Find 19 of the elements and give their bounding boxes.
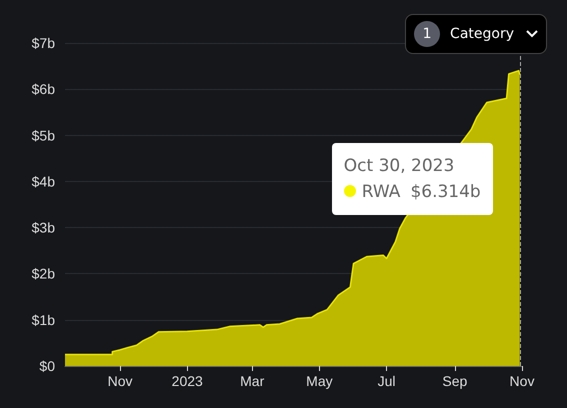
y-tick-label: $6b [32, 81, 56, 98]
x-tick-label: Sep [442, 373, 468, 389]
y-tick-label: $7b [32, 35, 56, 51]
series-label: RWA [362, 182, 400, 202]
category-dropdown: 1 Category [405, 14, 547, 54]
x-tick-label: Mar [240, 373, 265, 389]
x-tick-label: Nov [108, 373, 133, 389]
x-tick-label: 2023 [172, 373, 204, 389]
y-tick-label: $5b [32, 127, 56, 144]
y-tick-label: $2b [32, 266, 56, 282]
y-tick-label: $3b [32, 220, 56, 236]
y-tick-label: $4b [32, 173, 56, 190]
x-tick-label: Nov [510, 373, 534, 389]
annotation: $6.314b [410, 182, 481, 202]
annotation: Oct 30, 2023 [344, 154, 456, 178]
y-tick-label: $0 [39, 358, 56, 374]
x-tick-label: May [306, 373, 333, 389]
y-tick-label: $1b [32, 312, 56, 328]
x-tick-label: Jul [378, 373, 396, 389]
